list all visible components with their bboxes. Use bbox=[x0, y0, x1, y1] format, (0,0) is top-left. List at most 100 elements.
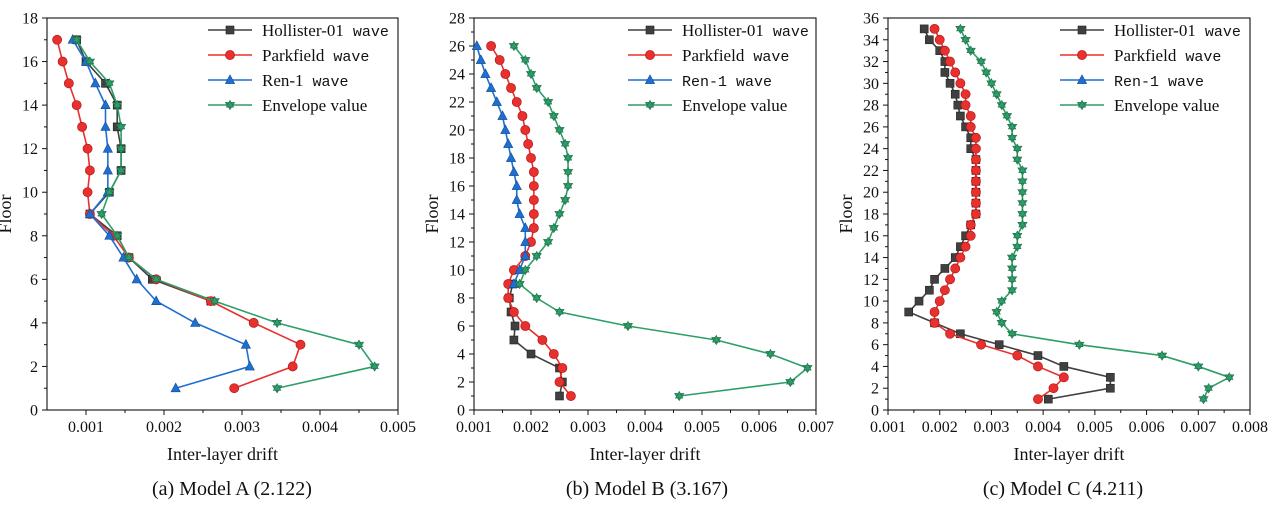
x-tick-label: 0.001 bbox=[456, 419, 492, 436]
data-point bbox=[77, 121, 87, 132]
data-point bbox=[520, 264, 531, 276]
y-tick-label: 18 bbox=[863, 207, 879, 224]
caption-c: (c) Model C (4.211) bbox=[982, 478, 1144, 500]
y-tick-label: 6 bbox=[871, 337, 879, 354]
legend-label: Ren-1 wave bbox=[262, 71, 349, 91]
data-point bbox=[1017, 187, 1028, 198]
x-tick-label: 0.002 bbox=[513, 419, 549, 436]
data-point bbox=[528, 195, 539, 205]
data-point bbox=[471, 40, 482, 50]
data-point bbox=[84, 208, 95, 218]
data-point bbox=[71, 100, 82, 111]
y-tick-label: 2 bbox=[457, 375, 465, 392]
x-tick-label: 0.004 bbox=[302, 419, 338, 436]
chart-panel-3: 0.001 0.002 0.003 0.004 0.005 0.006 0.007 0.008… bbox=[836, 11, 1268, 465]
legend-label: Ren-1 wave bbox=[1114, 74, 1204, 91]
y-tick-label: 10 bbox=[449, 263, 465, 280]
data-point bbox=[531, 82, 542, 94]
legend-label: Envelope value bbox=[1114, 96, 1219, 115]
data-point bbox=[562, 166, 574, 178]
data-point bbox=[986, 78, 997, 89]
data-point bbox=[557, 363, 568, 373]
legend-label: Envelope value bbox=[682, 96, 787, 115]
data-point bbox=[131, 273, 142, 284]
data-point bbox=[82, 143, 93, 154]
x-tick-label: 0.005 bbox=[684, 419, 720, 436]
data-point bbox=[622, 320, 634, 332]
data-point bbox=[1033, 351, 1043, 360]
y-tick-label: 12 bbox=[863, 272, 879, 289]
legend-label: Hollister-01 wave bbox=[262, 21, 389, 41]
data-point bbox=[1017, 219, 1028, 231]
data-point bbox=[491, 96, 502, 106]
data-point bbox=[505, 152, 517, 162]
data-point bbox=[112, 99, 123, 111]
data-point bbox=[115, 143, 127, 154]
data-point bbox=[1048, 383, 1059, 394]
y-tick-label: 8 bbox=[871, 315, 879, 332]
data-point bbox=[82, 187, 93, 198]
data-point bbox=[240, 338, 251, 349]
data-point bbox=[542, 96, 554, 108]
data-point bbox=[511, 180, 522, 190]
data-point bbox=[950, 263, 961, 274]
data-point bbox=[531, 250, 542, 262]
data-point bbox=[554, 306, 565, 318]
data-point bbox=[991, 306, 1002, 318]
data-point bbox=[965, 121, 976, 132]
data-point bbox=[965, 219, 976, 230]
y-tick-label: 8 bbox=[30, 228, 38, 245]
x-axis-label: Inter-layer drift bbox=[589, 444, 700, 464]
data-point bbox=[1033, 361, 1043, 372]
data-point bbox=[500, 69, 511, 79]
y-tick-label: 0 bbox=[457, 403, 465, 420]
data-point bbox=[971, 143, 981, 154]
x-tick-label: 0.003 bbox=[973, 419, 1009, 436]
data-point bbox=[960, 89, 971, 100]
data-point bbox=[511, 194, 522, 204]
data-point bbox=[1012, 230, 1023, 241]
y-axis-label: Floor bbox=[0, 194, 15, 233]
data-point bbox=[520, 250, 531, 260]
data-point bbox=[503, 293, 514, 303]
x-tick-label: 0.004 bbox=[1025, 419, 1061, 436]
data-point bbox=[554, 377, 565, 387]
x-tick-label: 0.001 bbox=[870, 419, 906, 436]
data-point bbox=[104, 187, 115, 198]
legend-marker bbox=[645, 25, 655, 35]
data-point bbox=[369, 361, 380, 372]
y-tick-label: 18 bbox=[449, 151, 465, 168]
legend-marker bbox=[1077, 50, 1087, 60]
data-point bbox=[115, 165, 127, 176]
legend-marker bbox=[224, 74, 236, 84]
data-point bbox=[1006, 252, 1018, 263]
x-tick-label: 0.002 bbox=[146, 419, 182, 436]
data-point bbox=[971, 209, 981, 219]
data-point bbox=[1074, 339, 1085, 350]
y-tick-label: 0 bbox=[871, 403, 879, 420]
data-point bbox=[84, 56, 96, 67]
caption-a: (a) Model A (2.122) bbox=[152, 478, 312, 500]
legend-label: Hollister-01 wave bbox=[682, 21, 809, 41]
x-tick-label: 0.007 bbox=[798, 419, 834, 436]
data-point bbox=[1106, 373, 1115, 382]
data-point bbox=[976, 339, 986, 350]
data-point bbox=[523, 139, 534, 149]
y-tick-label: 16 bbox=[449, 179, 465, 196]
data-point bbox=[486, 82, 497, 92]
y-tick-label: 12 bbox=[449, 235, 465, 252]
data-point bbox=[1006, 285, 1018, 296]
y-tick-label: 28 bbox=[449, 11, 465, 28]
data-point bbox=[554, 208, 565, 220]
y-tick-label: 22 bbox=[449, 95, 465, 112]
legend-marker bbox=[1076, 99, 1088, 111]
data-point bbox=[1033, 394, 1043, 405]
legend-marker bbox=[224, 99, 236, 111]
data-point bbox=[525, 68, 537, 80]
data-point bbox=[100, 121, 111, 131]
legend-marker bbox=[1077, 25, 1087, 35]
data-point bbox=[996, 317, 1007, 329]
data-point bbox=[528, 181, 539, 191]
x-tick-label: 0.007 bbox=[1180, 419, 1216, 436]
data-point bbox=[994, 340, 1004, 349]
